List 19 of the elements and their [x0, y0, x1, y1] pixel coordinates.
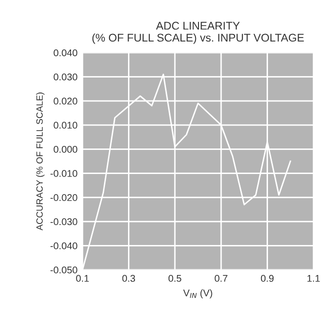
y-tick-label: 0.000 [54, 146, 78, 153]
x-tick-label: 1.1 [307, 275, 320, 282]
x-tick-label: 0.1 [76, 274, 89, 282]
y-tick-label: 0.030 [54, 74, 78, 80]
y-tick-label: 0.040 [54, 49, 78, 56]
y-tick-label: -0.050 [50, 266, 78, 274]
y-tick-label: -0.010 [50, 170, 78, 177]
y-axis-title: ACCURACY (% OF FULL SCALE) [36, 92, 45, 230]
chart-title: ADC LINEARITY (% OF FULL SCALE) vs. INPUT VOLTAGE [92, 22, 304, 44]
y-tick-label: -0.040 [50, 242, 78, 250]
x-tick-label: 0.5 [168, 274, 182, 282]
x-tick-label: 0.3 [122, 274, 136, 282]
y-tick-label: 0.010 [54, 122, 78, 129]
y-tick-label: -0.030 [50, 218, 78, 226]
x-tick-label: 0.9 [260, 274, 274, 282]
x-tick-label: 0.7 [214, 274, 228, 282]
y-tick-label: -0.020 [50, 194, 78, 202]
y-tick-label: 0.020 [54, 98, 78, 105]
x-axis-title: V$_{IN}$ (V) [183, 289, 212, 298]
